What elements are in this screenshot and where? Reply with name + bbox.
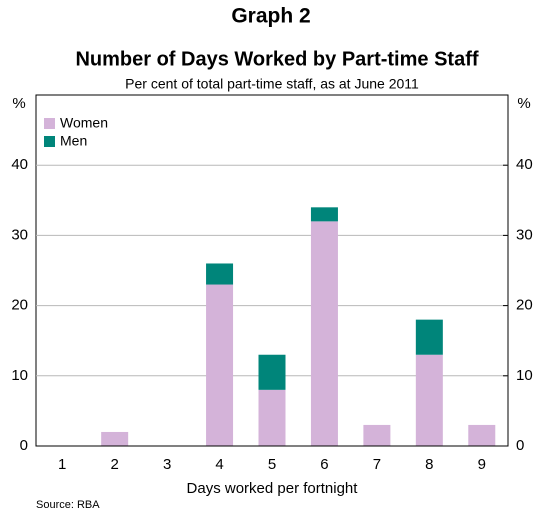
legend-swatch xyxy=(44,118,55,129)
bar-segment xyxy=(206,284,234,446)
y-axis-label: % xyxy=(12,95,25,112)
source: Source: RBA xyxy=(36,499,100,510)
bar-segment xyxy=(310,207,338,222)
y2-tick-label: 10 xyxy=(516,367,533,384)
legend-swatch xyxy=(44,136,55,147)
x-tick-label: 2 xyxy=(110,456,118,473)
bar-segment xyxy=(101,431,129,446)
y-tick-label: 10 xyxy=(11,367,28,384)
bar-segment xyxy=(468,424,496,446)
y-tick-label: 30 xyxy=(11,226,28,243)
bar-segment xyxy=(258,389,286,446)
chart-subtitle: Number of Days Worked by Part-time Staff xyxy=(75,48,478,70)
chart-note: Per cent of total part-time staff, as at… xyxy=(125,76,419,92)
legend-label: Men xyxy=(60,133,87,149)
bar-segment xyxy=(415,319,443,355)
y2-axis-label: % xyxy=(517,95,530,112)
bar-segment xyxy=(310,221,338,446)
y2-tick-label: 40 xyxy=(516,156,533,173)
bar-segment xyxy=(206,263,234,285)
x-tick-label: 8 xyxy=(425,456,433,473)
x-tick-label: 7 xyxy=(373,456,381,473)
y-tick-label: 0 xyxy=(20,437,28,454)
x-tick-label: 3 xyxy=(163,456,171,473)
x-tick-label: 6 xyxy=(320,456,328,473)
y-tick-label: 40 xyxy=(11,156,28,173)
x-axis-label: Days worked per fortnight xyxy=(187,480,359,497)
y2-tick-label: 20 xyxy=(516,297,533,314)
x-tick-label: 4 xyxy=(215,456,223,473)
x-tick-label: 9 xyxy=(478,456,486,473)
bar-segment xyxy=(415,354,443,446)
bar-segment xyxy=(363,424,391,446)
y-tick-label: 20 xyxy=(11,297,28,314)
legend-label: Women xyxy=(60,115,108,131)
y2-tick-label: 30 xyxy=(516,226,533,243)
bar-segment xyxy=(258,354,286,390)
x-tick-label: 1 xyxy=(58,456,66,473)
x-tick-label: 5 xyxy=(268,456,276,473)
y2-tick-label: 0 xyxy=(516,437,524,454)
chart-title: Graph 2 xyxy=(231,5,310,28)
